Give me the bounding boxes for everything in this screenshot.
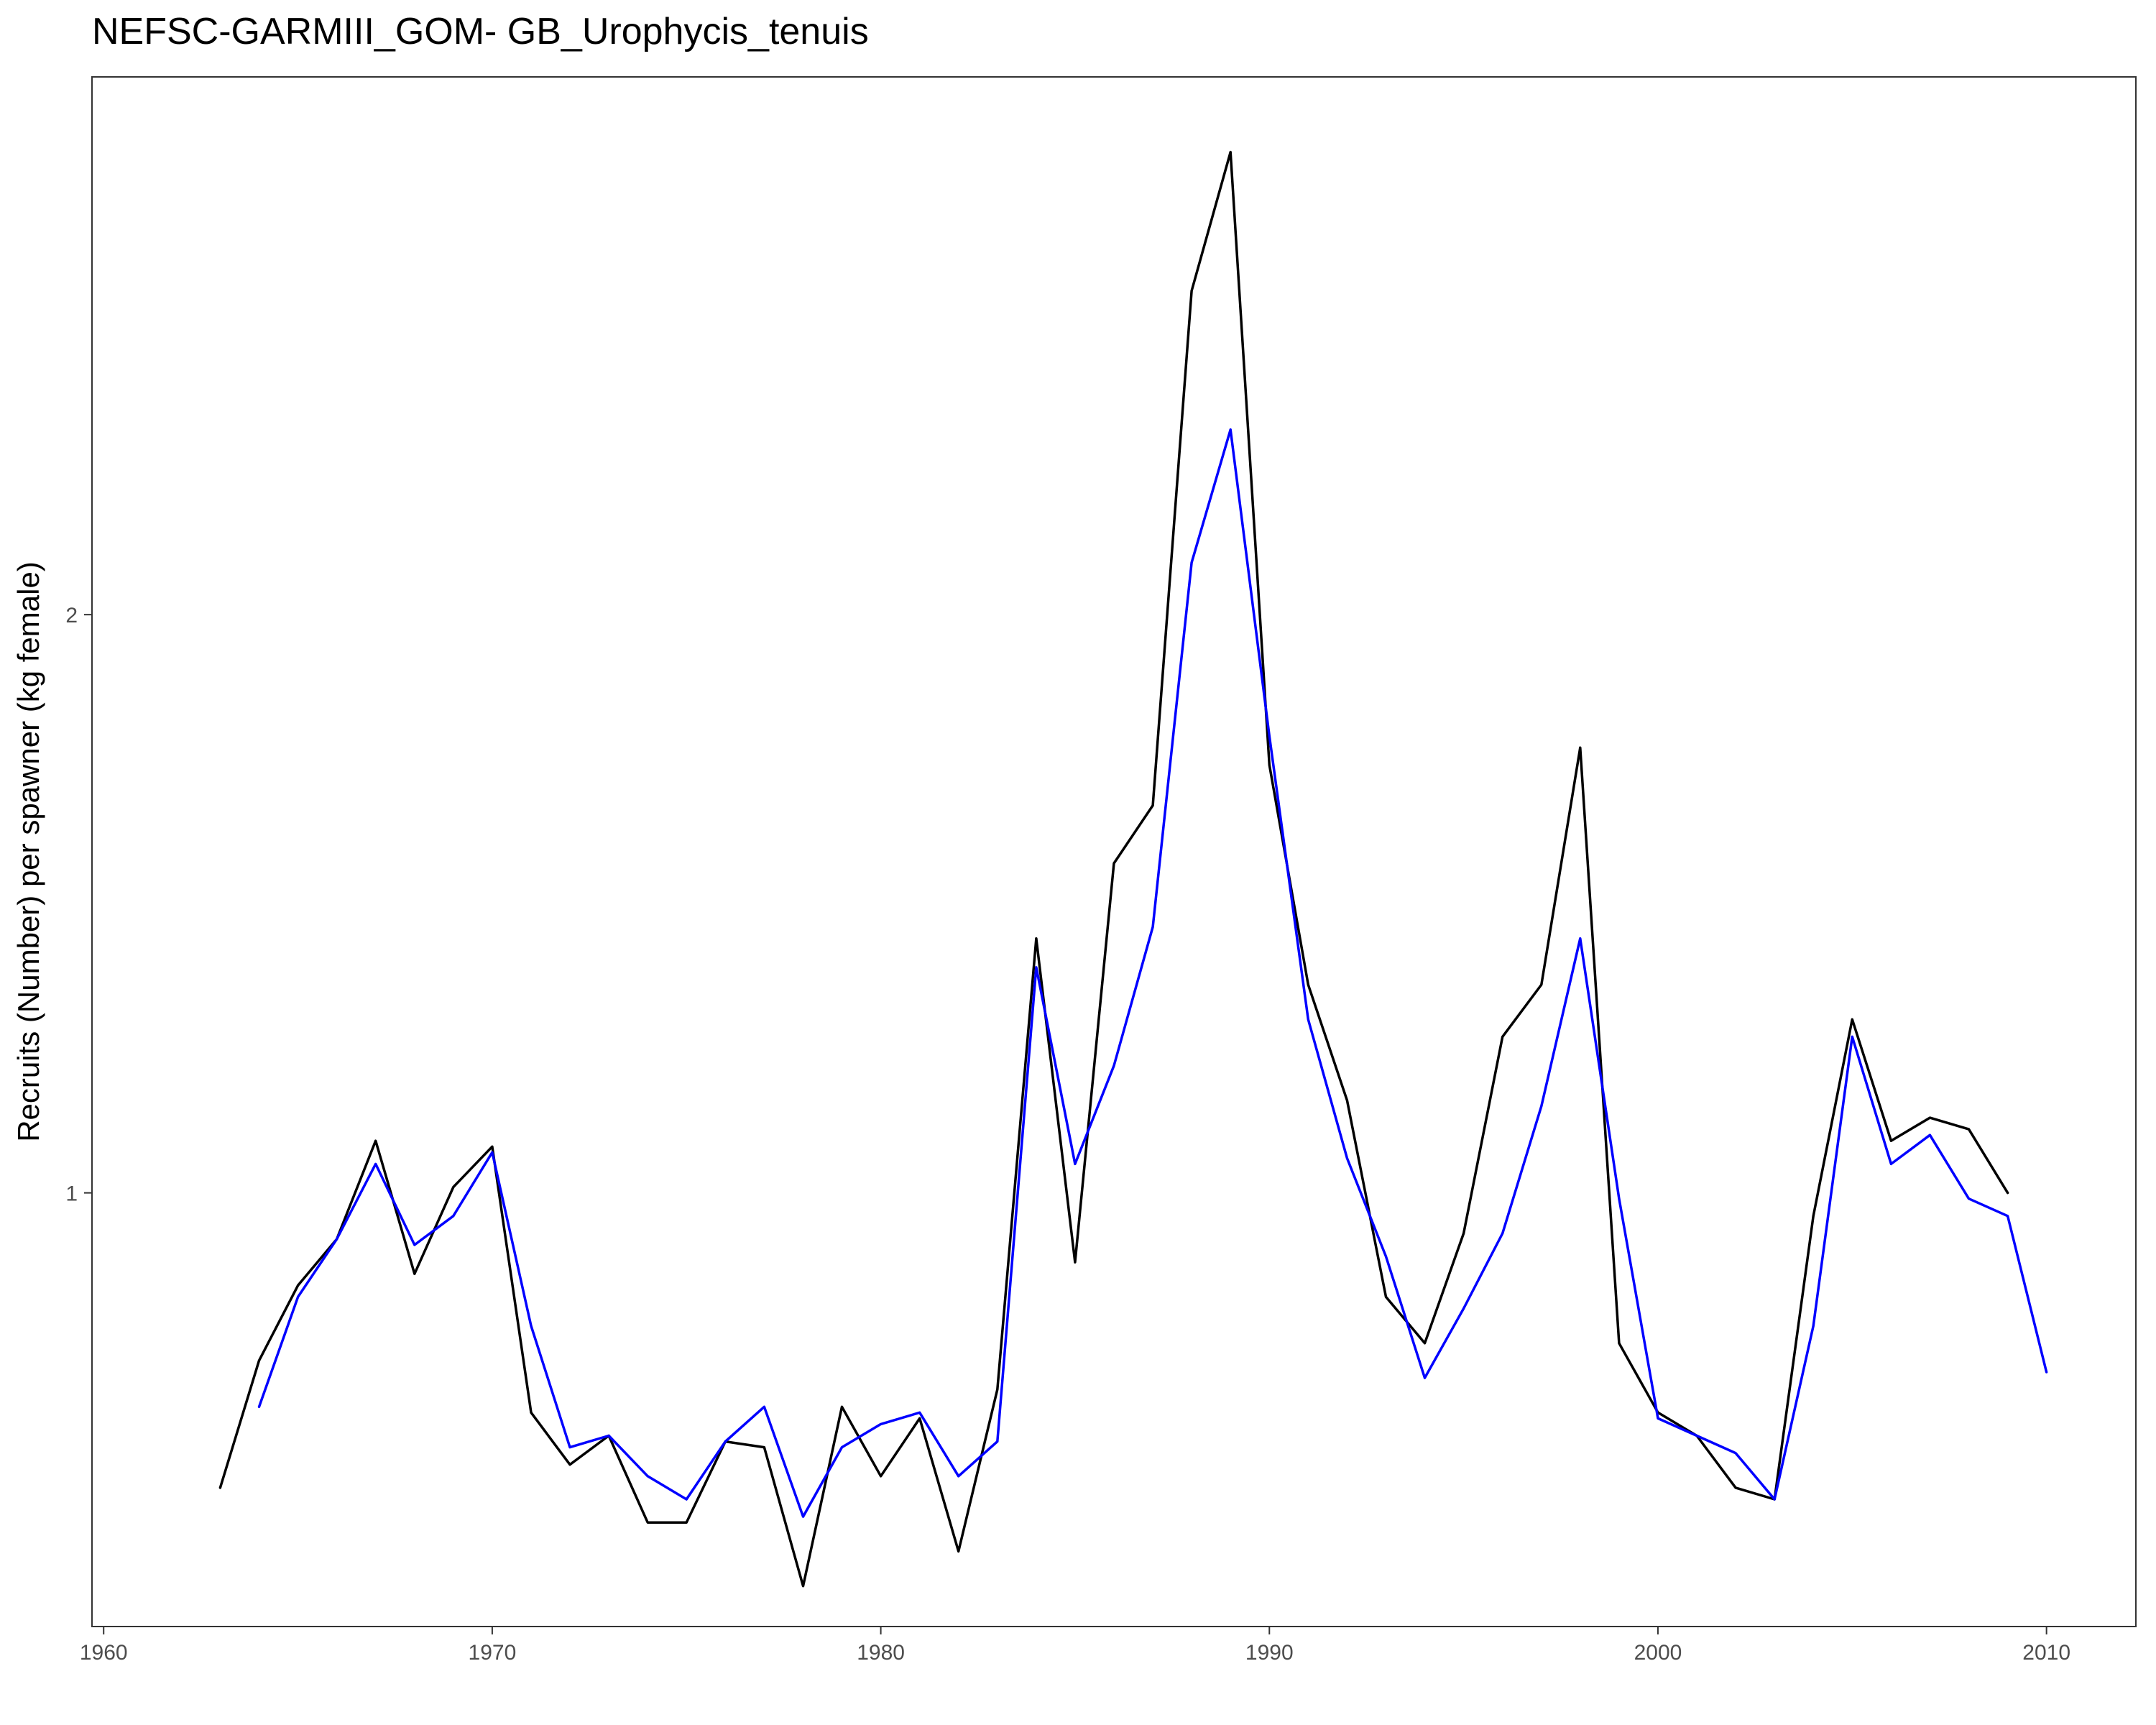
y-axis-title: Recruits (Number) per spawner (kg female… — [11, 561, 45, 1142]
x-axis: 1960 1970 1980 1990 2000 2010 — [80, 1627, 2070, 1665]
y-tick-label-2: 2 — [65, 604, 78, 627]
chart-title: NEFSC-GARMIII_GOM- GB_Urophycis_tenuis — [92, 11, 869, 52]
plot-background — [92, 77, 2136, 1627]
x-tick-label-1970: 1970 — [469, 1641, 517, 1665]
y-tick-label-1: 1 — [65, 1182, 78, 1206]
series-layer — [218, 150, 2048, 1588]
series-line-2 — [257, 428, 2048, 1518]
x-tick-label-1990: 1990 — [1245, 1641, 1294, 1665]
x-tick-label-1980: 1980 — [857, 1641, 905, 1665]
x-tick-label-2000: 2000 — [1634, 1641, 1682, 1665]
plot-panel-border — [91, 76, 2137, 1627]
y-axis: 12 — [65, 604, 92, 1206]
x-tick-label-1960: 1960 — [80, 1641, 128, 1665]
series-line-1 — [218, 150, 2009, 1588]
x-tick-label-2010: 2010 — [2022, 1641, 2070, 1665]
